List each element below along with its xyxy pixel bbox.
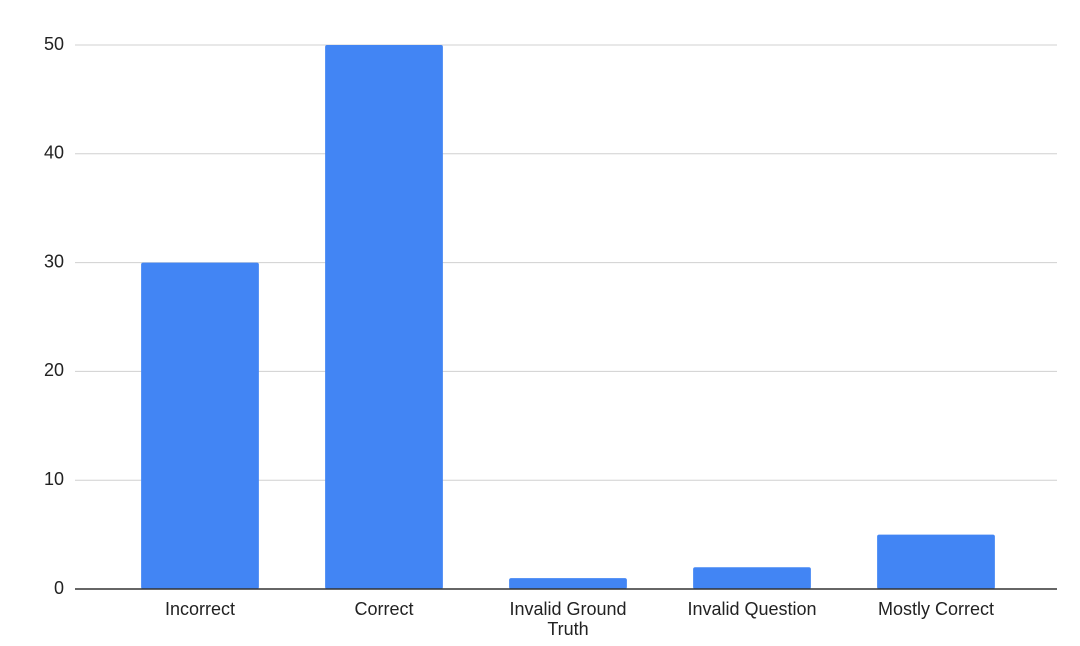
bar (141, 262, 259, 589)
y-tick-label: 40 (44, 143, 64, 163)
x-tick-label-box: Mostly Correct (877, 599, 994, 619)
x-tick-label: Incorrect (164, 599, 236, 619)
bar (877, 534, 995, 589)
y-tick-label: 30 (44, 251, 64, 271)
y-tick-label: 20 (44, 360, 64, 380)
x-tick-label: Invalid Ground Truth (509, 599, 627, 639)
bar (693, 567, 811, 589)
x-tick-label-box: Invalid Ground Truth (509, 599, 627, 639)
x-tick-label: Correct (354, 599, 414, 619)
x-tick-label: Invalid Question (687, 599, 817, 619)
y-tick-label: 0 (54, 578, 64, 598)
x-tick-label-box: Invalid Question (687, 599, 817, 619)
y-tick-label: 50 (44, 34, 64, 54)
x-tick-label-box: Correct (354, 599, 414, 619)
bar (509, 578, 627, 589)
x-tick-label-box: Incorrect (164, 599, 236, 619)
x-tick-label: Mostly Correct (877, 599, 994, 619)
y-tick-label: 10 (44, 469, 64, 489)
bar (325, 45, 443, 589)
